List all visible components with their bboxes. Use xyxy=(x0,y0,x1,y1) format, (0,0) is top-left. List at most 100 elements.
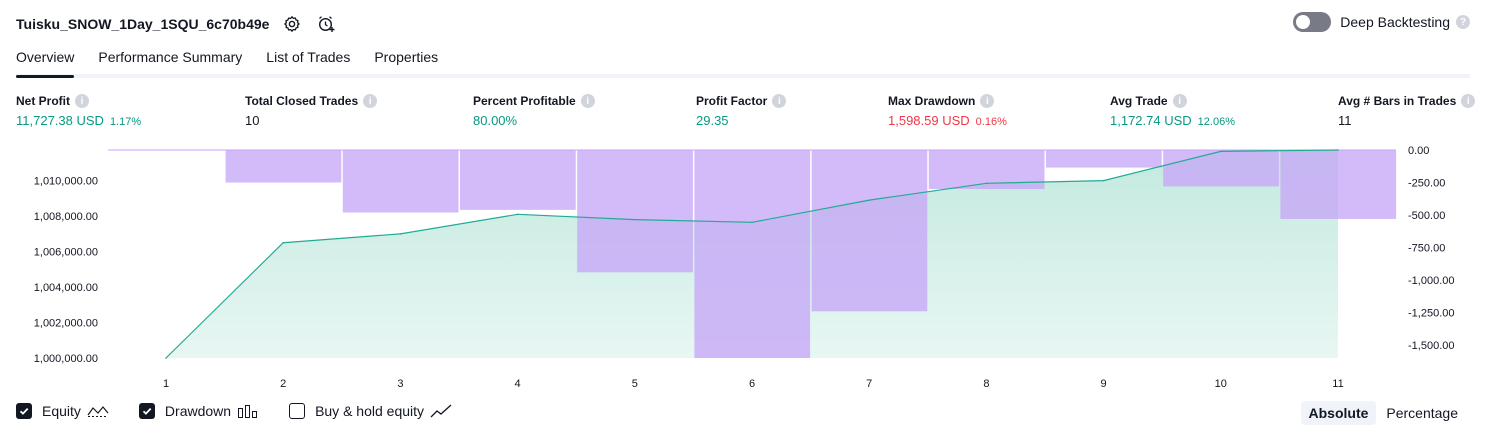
metric-value: 29.35 xyxy=(696,113,729,128)
toggle-knob xyxy=(1296,15,1311,29)
metric-value: 1,172.74 USD xyxy=(1110,113,1192,128)
x-axis-tick-label: 6 xyxy=(749,378,755,390)
right-axis-tick-label: -1,500.00 xyxy=(1408,340,1454,352)
equity-point xyxy=(985,182,988,185)
metric-percent: 12.06% xyxy=(1197,116,1235,128)
x-axis-tick-label: 8 xyxy=(983,378,989,390)
metric-label: Max Drawdown xyxy=(888,94,976,108)
check-icon xyxy=(19,407,29,415)
strategy-title: Tuisku_SNOW_1Day_1SQU_6c70b49e xyxy=(16,16,270,32)
metric-label: Total Closed Trades xyxy=(245,94,359,108)
buy-hold-checkbox[interactable] xyxy=(289,403,306,419)
metric-label: Profit Factor xyxy=(696,94,768,108)
drawdown-bar xyxy=(1046,150,1162,168)
x-axis-tick-label: 1 xyxy=(163,378,169,390)
legend-equity[interactable]: Equity xyxy=(16,403,109,419)
metric-max-drawdown: Max Drawdown i 1,598.59 USD 0.16% xyxy=(888,93,1007,128)
right-axis-tick-label: -250.00 xyxy=(1408,178,1445,190)
metric-percent: 0.16% xyxy=(975,116,1007,128)
equity-point xyxy=(516,213,519,216)
tab-performance-summary[interactable]: Performance Summary xyxy=(98,49,243,65)
right-axis-tick-label: -750.00 xyxy=(1408,243,1445,255)
drawdown-checkbox[interactable] xyxy=(138,403,155,419)
chart-legend: Equity Drawdown Buy & hold equity xyxy=(16,403,482,419)
metric-value: 1,598.59 USD xyxy=(888,113,970,128)
help-icon[interactable]: i xyxy=(980,94,995,108)
right-axis-tick-label: -1,000.00 xyxy=(1408,275,1454,287)
legend-label: Buy & hold equity xyxy=(315,403,425,419)
drawdown-bar xyxy=(225,150,342,183)
drawdown-bars-icon xyxy=(237,404,259,418)
help-icon[interactable]: i xyxy=(772,94,787,108)
equity-point xyxy=(634,218,636,221)
drawdown-bar xyxy=(577,150,693,273)
help-icon[interactable]: i xyxy=(1172,94,1187,108)
metric-profit-factor: Profit Factor i 29.35 xyxy=(696,93,787,128)
equity-drawdown-chart[interactable]: 1,000,000.00 1,002,000.00 1,004,000.00 1,00… xyxy=(0,140,1486,395)
metric-value: 80.00% xyxy=(473,113,518,128)
x-axis-tick-label: 10 xyxy=(1215,378,1227,390)
view-mode-switch: Absolute Percentage xyxy=(1299,401,1467,425)
deep-backtesting-label: Deep Backtesting xyxy=(1340,14,1450,30)
legend-drawdown[interactable]: Drawdown xyxy=(138,403,259,419)
left-axis-tick-label: 1,004,000.00 xyxy=(34,282,98,294)
x-axis-tick-label: 4 xyxy=(515,378,521,390)
metric-avg-trade: Avg Trade i 1,172.74 USD 12.06% xyxy=(1110,93,1235,128)
left-axis-tick-label: 1,002,000.00 xyxy=(34,318,98,330)
equity-point xyxy=(751,221,753,224)
tab-properties[interactable]: Properties xyxy=(374,49,439,65)
metric-label: Avg # Bars in Trades xyxy=(1338,94,1457,108)
x-axis-tick-label: 2 xyxy=(280,378,286,390)
equity-point xyxy=(868,199,870,201)
drawdown-bar xyxy=(694,150,811,358)
legend-buy-hold-equity[interactable]: Buy & hold equity xyxy=(289,403,452,419)
check-icon xyxy=(142,407,152,415)
drawdown-bar xyxy=(811,150,928,312)
equity-point xyxy=(1337,149,1339,151)
metric-value: 11 xyxy=(1338,113,1352,128)
help-icon[interactable]: ? xyxy=(1456,15,1470,29)
gear-icon[interactable] xyxy=(281,13,303,35)
x-axis-tick-label: 9 xyxy=(1101,378,1107,390)
metric-label: Percent Profitable xyxy=(473,94,576,108)
deep-backtesting-toggle[interactable] xyxy=(1293,12,1332,32)
tab-bar: Overview Performance Summary List of Tra… xyxy=(16,44,1470,78)
equity-point xyxy=(399,233,402,235)
x-axis-tick-label: 11 xyxy=(1332,378,1343,390)
metric-percent: 1.17% xyxy=(109,116,142,128)
right-axis-tick-label: 0.00 xyxy=(1408,145,1429,157)
tab-overview[interactable]: Overview xyxy=(16,44,75,78)
tab-list-of-trades[interactable]: List of Trades xyxy=(266,49,351,65)
help-icon[interactable]: i xyxy=(1461,94,1476,108)
percentage-button[interactable]: Percentage xyxy=(1386,405,1458,421)
left-axis-tick-label: 1,008,000.00 xyxy=(34,211,98,223)
x-axis-tick-label: 5 xyxy=(632,378,638,390)
metric-value: 11,727.38 USD xyxy=(16,113,104,128)
alarm-clock-plus-icon[interactable] xyxy=(315,13,337,35)
equity-point xyxy=(1220,150,1222,153)
metric-label: Avg Trade xyxy=(1110,94,1168,108)
equity-checkbox[interactable] xyxy=(16,403,32,419)
equity-line-icon xyxy=(87,404,109,418)
equity-point xyxy=(1102,179,1105,182)
strategy-header: Tuisku_SNOW_1Day_1SQU_6c70b49e xyxy=(16,10,337,38)
legend-label: Equity xyxy=(42,403,81,419)
metric-value: 10 xyxy=(245,113,260,128)
deep-backtesting: Deep Backtesting ? xyxy=(1293,12,1470,32)
equity-point xyxy=(165,357,167,359)
drawdown-bar xyxy=(1163,150,1279,187)
help-icon[interactable]: i xyxy=(363,94,378,108)
right-axis-tick-label: -1,250.00 xyxy=(1408,308,1454,320)
metric-total-closed-trades: Total Closed Trades i 10 xyxy=(245,93,378,128)
x-axis-tick-label: 3 xyxy=(397,378,403,390)
drawdown-bar xyxy=(460,150,576,210)
absolute-button[interactable]: Absolute xyxy=(1300,401,1377,425)
drawdown-bar xyxy=(342,150,459,213)
left-axis-tick-label: 1,000,000.00 xyxy=(34,353,98,365)
metric-label: Net Profit xyxy=(16,94,70,108)
legend-label: Drawdown xyxy=(164,403,232,419)
help-icon[interactable]: i xyxy=(75,94,89,108)
metric-percent-profitable: Percent Profitable i 80.00% xyxy=(473,93,595,128)
drawdown-bar xyxy=(1280,150,1397,219)
help-icon[interactable]: i xyxy=(580,94,595,108)
